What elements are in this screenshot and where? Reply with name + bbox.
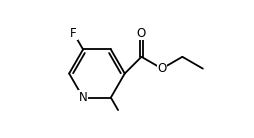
Text: O: O	[157, 62, 167, 75]
Text: O: O	[137, 27, 146, 40]
Text: F: F	[70, 27, 77, 40]
Text: N: N	[79, 91, 87, 104]
